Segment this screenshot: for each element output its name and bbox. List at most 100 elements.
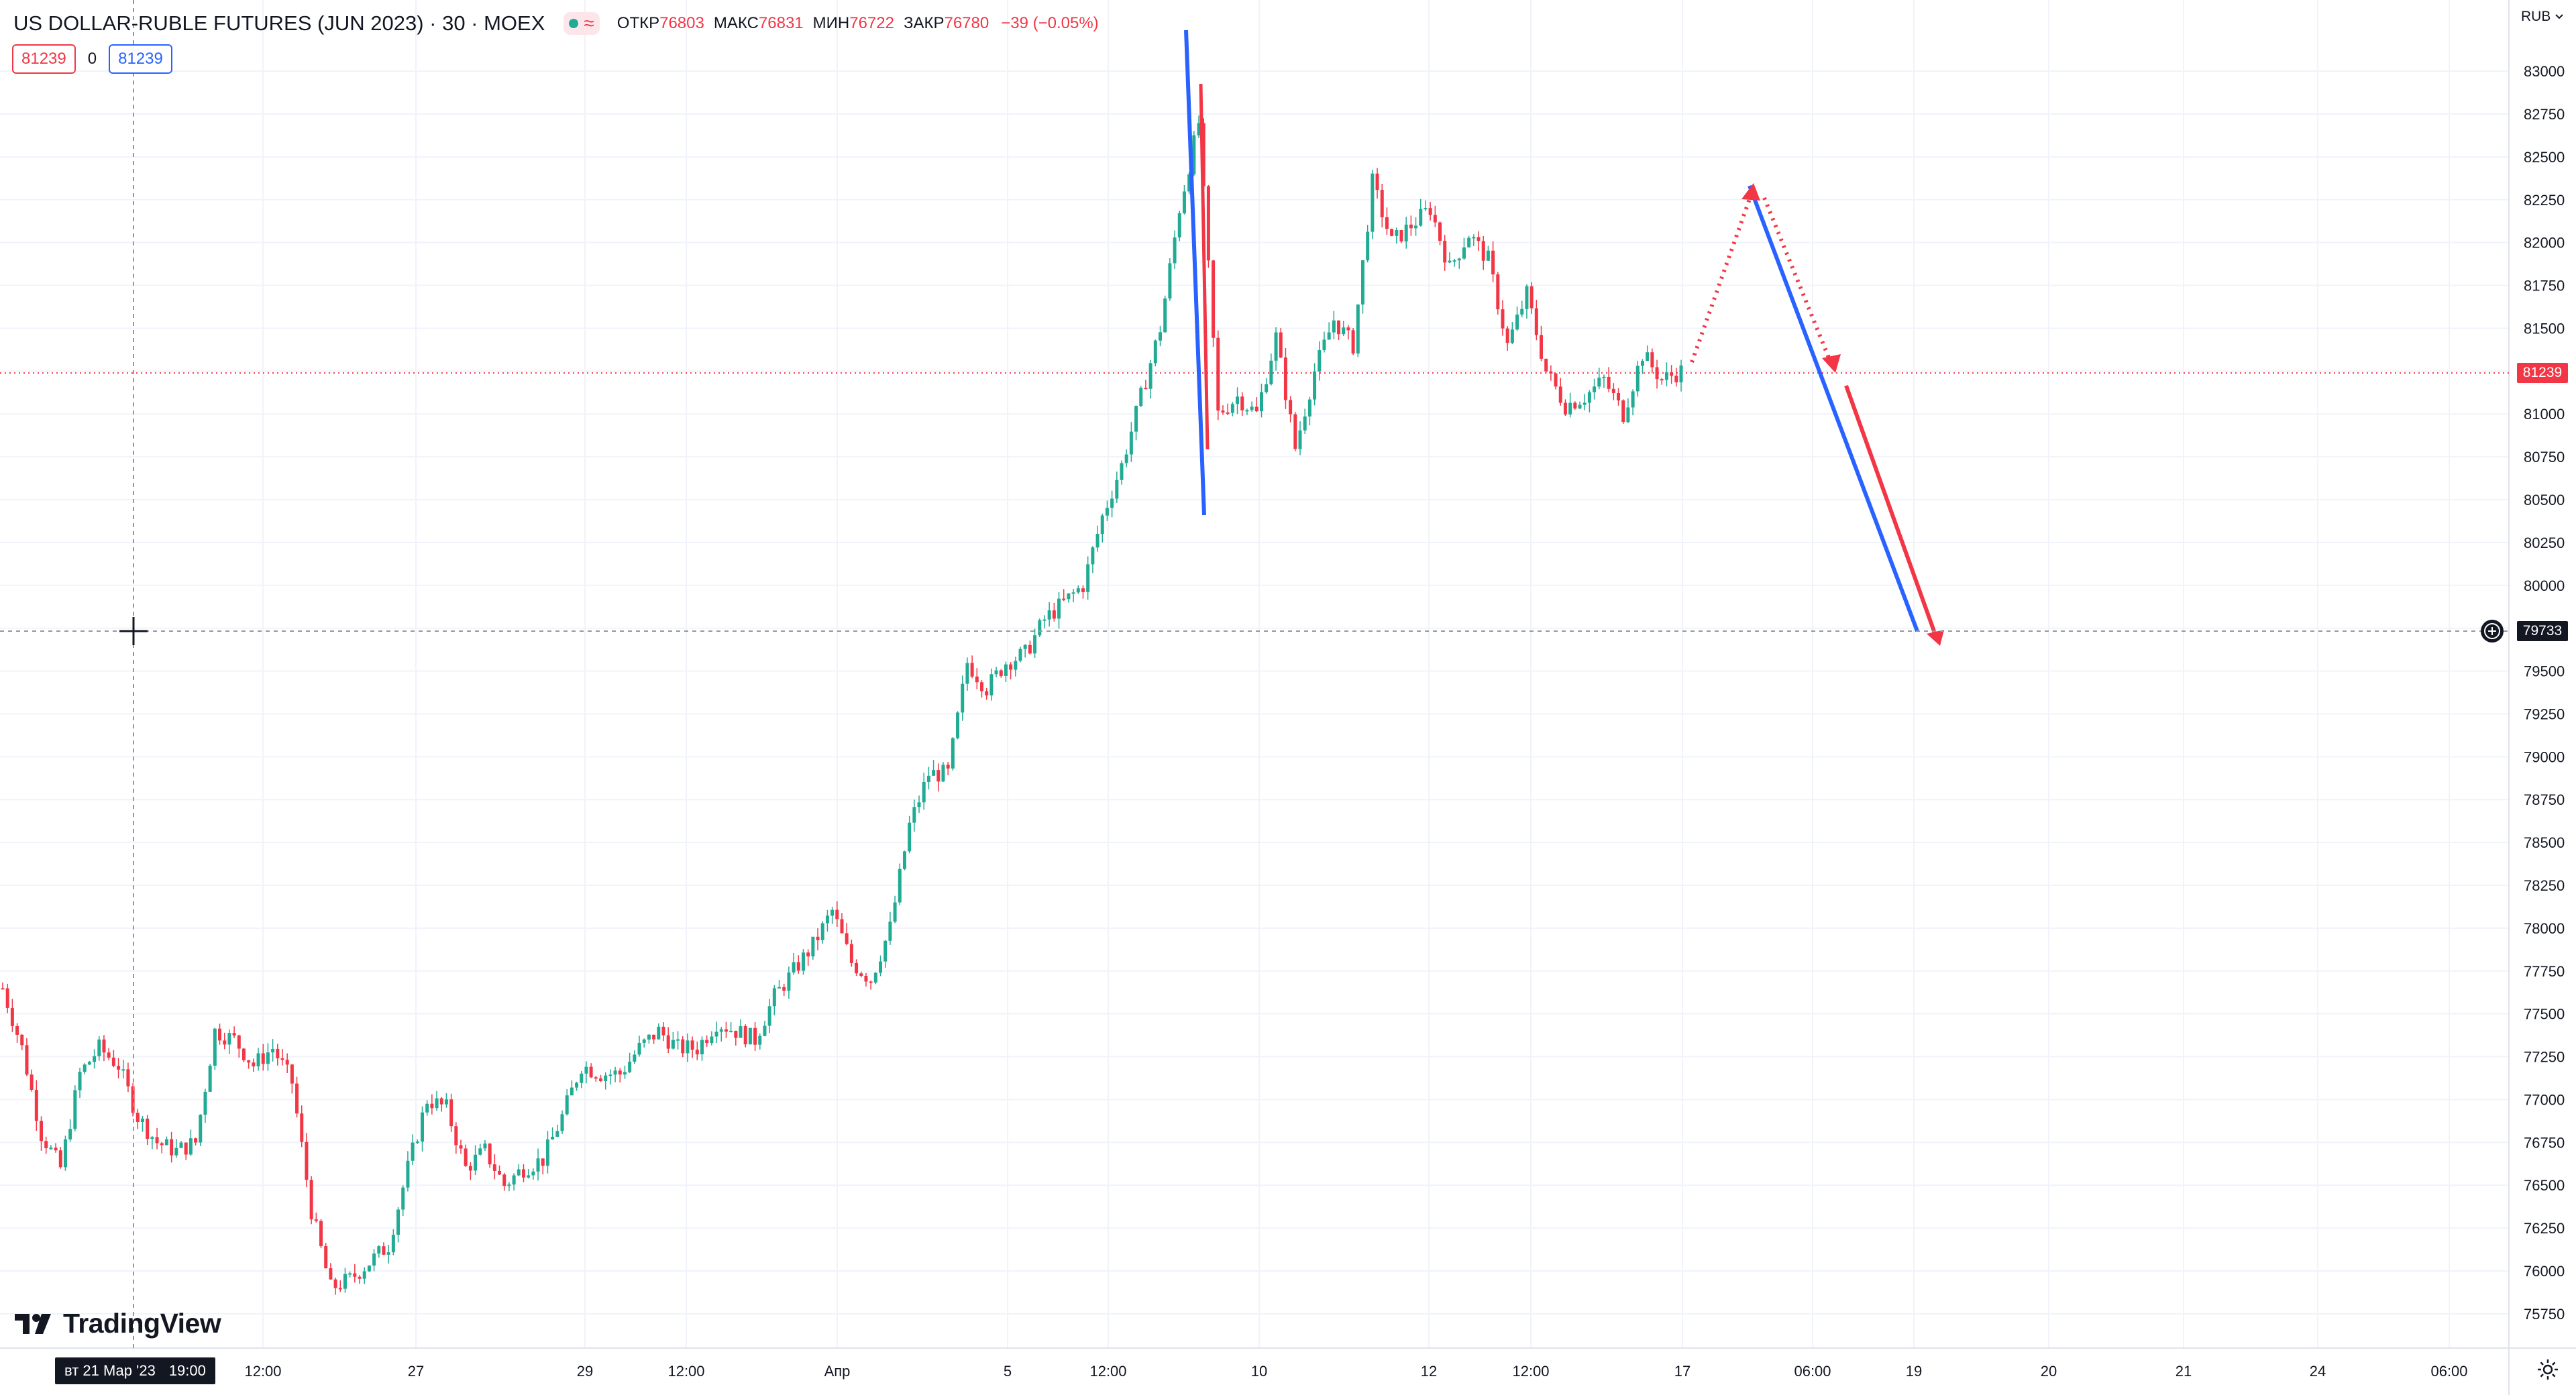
candle-body bbox=[1664, 372, 1668, 380]
candle bbox=[146, 1115, 150, 1146]
drawings[interactable] bbox=[1184, 30, 1944, 647]
candle-body bbox=[879, 961, 883, 973]
arrow-head-down-dotted[interactable] bbox=[1822, 354, 1841, 373]
candle-body bbox=[763, 1025, 767, 1036]
candle bbox=[468, 1162, 472, 1180]
red-trend-line-spike[interactable] bbox=[1199, 83, 1210, 450]
red-trend-line-projection[interactable] bbox=[1844, 384, 1939, 642]
gear-icon[interactable] bbox=[2534, 1356, 2561, 1383]
candle bbox=[1582, 394, 1587, 410]
sell-button[interactable]: 81239 bbox=[12, 44, 76, 74]
candle bbox=[628, 1052, 632, 1074]
time-tick-label: 21 bbox=[2176, 1363, 2192, 1380]
candle-body bbox=[666, 1035, 670, 1049]
candle bbox=[1, 982, 5, 990]
candle bbox=[1457, 258, 1461, 269]
candle-body bbox=[729, 1030, 733, 1032]
plus-circle-icon[interactable] bbox=[2481, 620, 2504, 643]
crosshair-time: 19:00 bbox=[168, 1362, 206, 1379]
candlestick-series[interactable] bbox=[1, 115, 1683, 1295]
candle bbox=[1115, 471, 1119, 503]
time-tick-label: 19 bbox=[1906, 1363, 1922, 1380]
candle-body bbox=[141, 1118, 144, 1123]
blue-trend-line-projection[interactable] bbox=[1748, 184, 1919, 632]
candle-body bbox=[107, 1052, 111, 1058]
candle-body bbox=[1081, 588, 1085, 592]
candle-body bbox=[1322, 339, 1326, 350]
candle-body bbox=[1192, 135, 1196, 174]
candle-body bbox=[223, 1040, 227, 1045]
red-dotted-projection-up[interactable] bbox=[1690, 186, 1756, 364]
candle-body bbox=[362, 1271, 366, 1279]
candle-body bbox=[1424, 208, 1428, 210]
buy-button[interactable]: 81239 bbox=[109, 44, 172, 74]
market-status[interactable]: ≈ bbox=[564, 12, 600, 35]
candle bbox=[421, 1106, 424, 1152]
candle bbox=[1226, 403, 1230, 416]
candle-body bbox=[604, 1075, 608, 1081]
candle bbox=[830, 907, 835, 924]
candle bbox=[912, 799, 916, 832]
candle-body bbox=[1293, 414, 1297, 449]
candle bbox=[565, 1089, 569, 1116]
candle-body bbox=[160, 1143, 164, 1146]
price-tick-label: 80750 bbox=[2524, 449, 2565, 465]
candle bbox=[502, 1172, 506, 1191]
candle-body bbox=[1670, 372, 1674, 376]
candle bbox=[1660, 378, 1664, 385]
candle-body bbox=[1399, 230, 1403, 242]
candle-body bbox=[10, 1007, 14, 1026]
candle bbox=[604, 1072, 608, 1090]
candle-body bbox=[483, 1143, 487, 1149]
candle bbox=[1587, 390, 1591, 412]
arrow-head-down-red[interactable] bbox=[1927, 630, 1944, 647]
time-tick-label: 12:00 bbox=[667, 1363, 704, 1380]
price-scale[interactable]: 8300082750825008225082000817508150081250… bbox=[2524, 63, 2565, 1323]
candle-body bbox=[454, 1126, 458, 1146]
candle-body bbox=[1467, 237, 1471, 247]
candle-body bbox=[565, 1095, 569, 1115]
candle bbox=[1664, 362, 1668, 387]
candle-body bbox=[1655, 367, 1659, 380]
candle-body bbox=[1448, 260, 1452, 263]
currency-selector[interactable]: RUB bbox=[2521, 7, 2564, 27]
candle bbox=[1380, 184, 1384, 228]
candle-body bbox=[1313, 371, 1317, 400]
blue-trend-line-spike[interactable] bbox=[1184, 30, 1206, 516]
candle bbox=[1452, 258, 1456, 267]
candle bbox=[1385, 207, 1389, 235]
time-scale[interactable]: 12:00 27 29 12:00 Апр 5 12:00 10 12 12:00 17 06:00 1… bbox=[244, 1363, 2467, 1380]
red-dotted-projection-down[interactable] bbox=[1762, 197, 1835, 369]
candle-body bbox=[690, 1040, 694, 1050]
price-tick-label: 78750 bbox=[2524, 791, 2565, 808]
order-panel: 81239 0 81239 bbox=[12, 44, 172, 74]
candle bbox=[739, 1019, 743, 1038]
candle-body bbox=[1091, 547, 1095, 565]
candle bbox=[232, 1026, 236, 1039]
candle-body bbox=[633, 1054, 637, 1062]
candle bbox=[247, 1060, 251, 1069]
time-tick-label: 10 bbox=[1251, 1363, 1267, 1380]
candle bbox=[666, 1027, 670, 1054]
tradingview-logo[interactable]: TradingView bbox=[15, 1308, 221, 1339]
candle-body bbox=[1250, 406, 1254, 410]
candle-body bbox=[1177, 213, 1181, 238]
candle bbox=[633, 1050, 637, 1064]
price-tick-label: 77250 bbox=[2524, 1049, 2565, 1066]
symbol-title[interactable]: US DOLLAR-RUBLE FUTURES (JUN 2023) · 30 … bbox=[13, 11, 545, 35]
arrow-head-up[interactable] bbox=[1741, 183, 1760, 201]
candle-body bbox=[1120, 463, 1124, 480]
candle-body bbox=[1529, 286, 1534, 309]
candle bbox=[1187, 172, 1191, 194]
candle bbox=[1057, 592, 1061, 629]
candle bbox=[1254, 397, 1258, 412]
candle bbox=[1018, 647, 1022, 663]
candle bbox=[319, 1219, 323, 1249]
candle-body bbox=[782, 987, 786, 991]
candle bbox=[941, 762, 945, 783]
candle bbox=[1081, 585, 1085, 599]
candle bbox=[724, 1021, 728, 1038]
